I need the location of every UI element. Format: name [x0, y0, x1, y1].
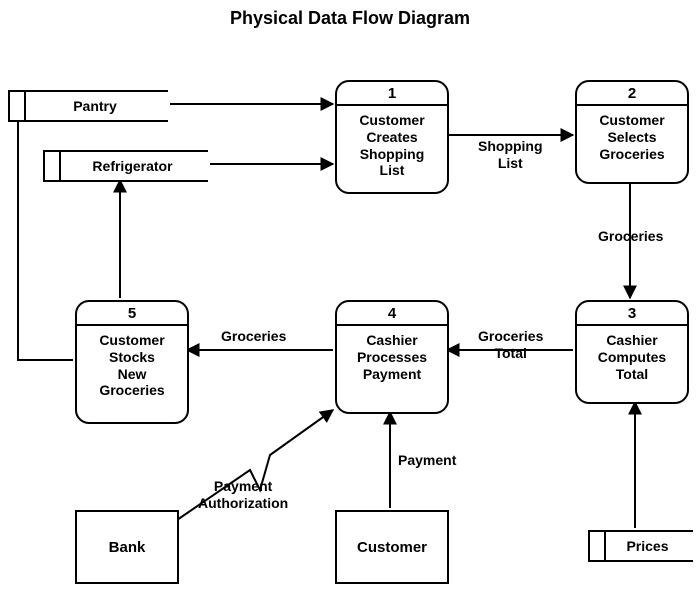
process-p5: 5Customer Stocks New Groceries	[75, 300, 189, 424]
datastore-handle	[43, 152, 61, 180]
process-label: Customer Creates Shopping List	[337, 106, 447, 185]
diagram-title: Physical Data Flow Diagram	[0, 8, 700, 29]
datastore-ds_refrigerator: Refrigerator	[43, 150, 208, 182]
datastore-ds_pantry: Pantry	[8, 90, 168, 122]
process-p3: 3Cashier Computes Total	[575, 300, 689, 404]
process-p4: 4Cashier Processes Payment	[335, 300, 449, 414]
datastore-label: Prices	[606, 532, 689, 560]
process-number: 1	[337, 82, 447, 106]
edge-label-e_bank_p4: Payment Authorization	[198, 478, 288, 512]
edge-label-e_p2_p3: Groceries	[598, 228, 663, 245]
process-number: 3	[577, 302, 687, 326]
entity-e_customer: Customer	[335, 510, 449, 584]
datastore-ds_prices: Prices	[588, 530, 693, 562]
datastore-label: Refrigerator	[61, 152, 204, 180]
process-label: Customer Stocks New Groceries	[77, 326, 187, 405]
process-number: 4	[337, 302, 447, 326]
process-number: 5	[77, 302, 187, 326]
edge-label-e_p4_p5: Groceries	[221, 328, 286, 345]
edge-label-e_p1_p2: Shopping List	[478, 138, 543, 172]
process-p1: 1Customer Creates Shopping List	[335, 80, 449, 194]
datastore-handle	[588, 532, 606, 560]
edge-label-e_customer_p4: Payment	[398, 452, 456, 469]
process-label: Cashier Processes Payment	[337, 326, 447, 388]
process-number: 2	[577, 82, 687, 106]
process-p2: 2Customer Selects Groceries	[575, 80, 689, 184]
entity-e_bank: Bank	[75, 510, 179, 584]
entity-label: Bank	[109, 539, 146, 556]
edge-label-e_p3_p4: Groceries Total	[478, 328, 543, 362]
entity-label: Customer	[357, 539, 427, 556]
process-label: Customer Selects Groceries	[577, 106, 687, 168]
datastore-handle	[8, 92, 26, 120]
edge-e_p5_pantry	[18, 104, 73, 360]
datastore-label: Pantry	[26, 92, 164, 120]
process-label: Cashier Computes Total	[577, 326, 687, 388]
